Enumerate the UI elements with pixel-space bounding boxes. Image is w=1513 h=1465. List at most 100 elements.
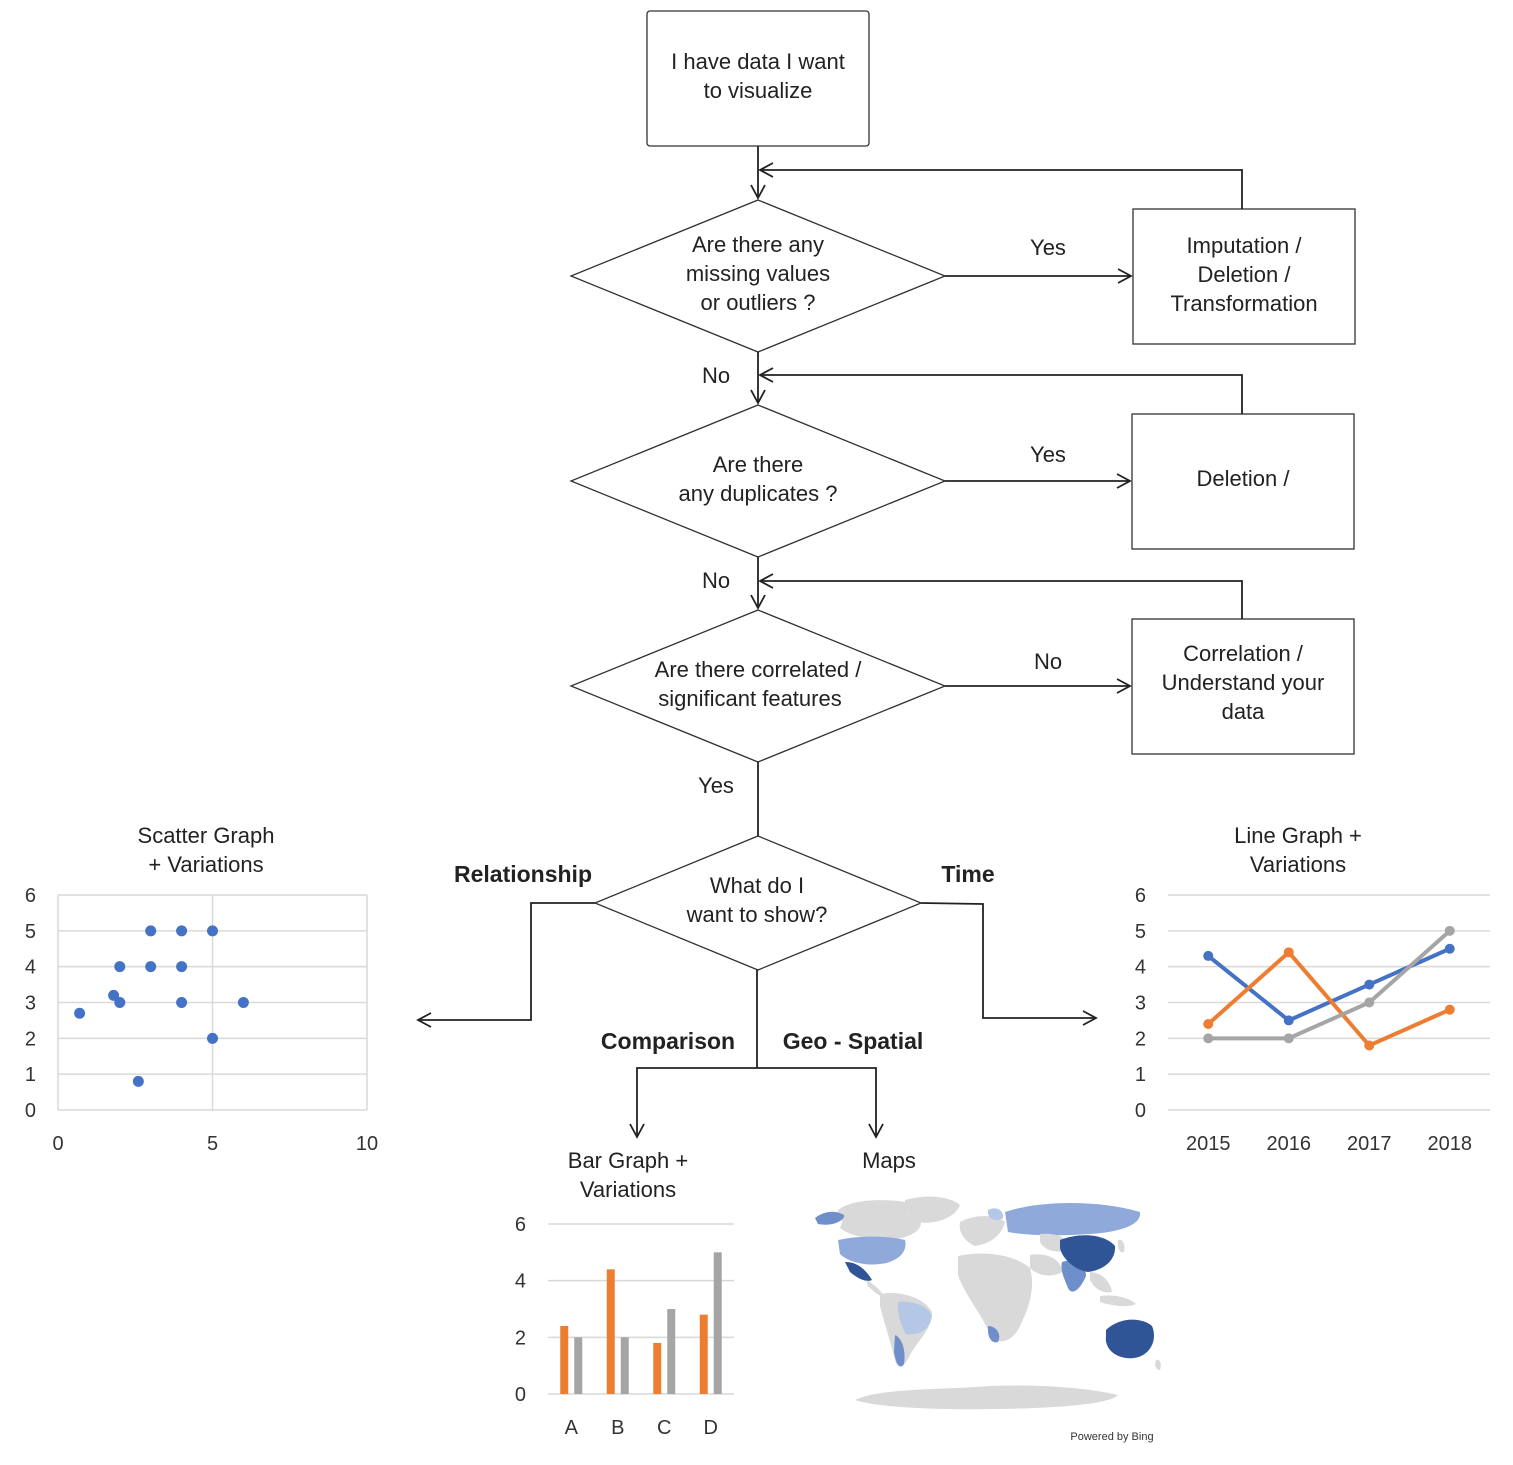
correlation-line1: Correlation / bbox=[1183, 641, 1304, 666]
line-xtick: 2018 bbox=[1428, 1133, 1473, 1155]
duplicates-decision: Are there any duplicates ? bbox=[569, 404, 947, 558]
bar bbox=[560, 1326, 569, 1394]
edge-geo bbox=[757, 1067, 884, 1139]
line-ytick: 2 bbox=[1135, 1028, 1146, 1050]
map-south-africa bbox=[988, 1326, 1000, 1343]
bar-title-line1: Bar Graph + bbox=[568, 1148, 688, 1173]
correlated-line1: Are there correlated / bbox=[655, 657, 863, 682]
map-central-america bbox=[866, 1280, 884, 1297]
duplicates-line1: Are there bbox=[713, 452, 804, 477]
deletion-box: Deletion / bbox=[1131, 413, 1355, 550]
bar-title-line2: Variations bbox=[580, 1177, 676, 1202]
bar bbox=[574, 1337, 583, 1394]
scatter-point bbox=[176, 961, 188, 973]
bar-ytick: 4 bbox=[515, 1271, 526, 1293]
scatter-point bbox=[114, 961, 126, 973]
line-series bbox=[1206, 928, 1452, 1041]
map-australia bbox=[1105, 1319, 1154, 1359]
line-ytick: 5 bbox=[1135, 921, 1146, 943]
duplicates-line2: any duplicates ? bbox=[679, 481, 838, 506]
scatter-ytick: 1 bbox=[25, 1064, 36, 1086]
line-series bbox=[1206, 946, 1452, 1023]
map-usa bbox=[838, 1236, 906, 1265]
start-node-line1: I have data I want bbox=[671, 49, 845, 74]
line-point bbox=[1283, 1015, 1294, 1026]
scatter-title-line1: Scatter Graph bbox=[138, 823, 275, 848]
map-credit: Powered by Bing bbox=[1070, 1431, 1153, 1443]
scatter-ytick: 3 bbox=[25, 993, 36, 1015]
missing-values-decision: Are there any missing values or outliers… bbox=[569, 199, 947, 353]
bar bbox=[667, 1309, 676, 1394]
scatter-point bbox=[176, 997, 188, 1008]
scatter-ytick: 2 bbox=[25, 1028, 36, 1050]
start-node: I have data I want to visualize bbox=[646, 10, 870, 147]
scatter-point bbox=[74, 1007, 86, 1019]
edge-correlation-loop bbox=[758, 573, 1243, 619]
bar-xtick: B bbox=[611, 1417, 624, 1439]
line-title-line2: Variations bbox=[1250, 852, 1346, 877]
bar-ytick: 6 bbox=[515, 1214, 526, 1236]
correlation-box: Correlation / Understand your data bbox=[1131, 618, 1355, 755]
correlation-line2: Understand your bbox=[1162, 670, 1325, 695]
bar-xtick: C bbox=[657, 1417, 671, 1439]
scatter-point bbox=[207, 1032, 218, 1044]
label-geo-spatial: Geo - Spatial bbox=[783, 1028, 924, 1054]
line-ytick: 4 bbox=[1135, 957, 1146, 979]
line-point bbox=[1283, 947, 1294, 958]
map-brazil bbox=[897, 1301, 932, 1335]
label-time: Time bbox=[941, 861, 994, 887]
show-line2: want to show? bbox=[686, 902, 828, 927]
correlated-line2: significant features bbox=[658, 686, 841, 711]
map-indonesia bbox=[1100, 1295, 1136, 1307]
line-xtick: 2015 bbox=[1186, 1133, 1231, 1155]
bar bbox=[606, 1269, 615, 1394]
bar-ytick: 2 bbox=[515, 1327, 526, 1349]
imputation-line2: Deletion / bbox=[1198, 262, 1292, 287]
bar bbox=[620, 1337, 629, 1394]
imputation-box: Imputation / Deletion / Transformation bbox=[1132, 208, 1356, 345]
scatter-point bbox=[132, 1075, 144, 1087]
map-africa bbox=[958, 1253, 1033, 1342]
scatter-point bbox=[114, 997, 126, 1008]
scatter-point bbox=[237, 997, 249, 1008]
line-point bbox=[1364, 997, 1375, 1008]
label-no-3: No bbox=[1034, 649, 1062, 674]
scatter-ytick: 6 bbox=[25, 885, 36, 907]
scatter-xtick: 10 bbox=[356, 1133, 378, 1155]
map-mexico bbox=[845, 1262, 872, 1281]
scatter-ytick: 0 bbox=[25, 1100, 36, 1122]
scatter-point bbox=[207, 925, 218, 937]
map-middle-east bbox=[1030, 1254, 1062, 1276]
line-ytick: 3 bbox=[1135, 993, 1146, 1015]
missing-line3: or outliers ? bbox=[701, 290, 816, 315]
scatter-point bbox=[145, 961, 157, 973]
map-new-zealand bbox=[1155, 1359, 1161, 1370]
line-xtick: 2017 bbox=[1347, 1133, 1392, 1155]
scatter-point bbox=[176, 925, 188, 937]
line-ytick: 0 bbox=[1135, 1100, 1146, 1122]
missing-line1: Are there any bbox=[692, 232, 824, 257]
bar-ytick: 0 bbox=[515, 1384, 526, 1406]
scatter-ytick: 4 bbox=[25, 957, 36, 979]
correlated-decision: Are there correlated / significant featu… bbox=[569, 609, 947, 763]
imputation-line3: Transformation bbox=[1170, 291, 1317, 316]
line-point bbox=[1203, 1019, 1214, 1029]
line-point bbox=[1203, 950, 1214, 961]
label-yes-1: Yes bbox=[1030, 235, 1066, 260]
line-ytick: 1 bbox=[1135, 1064, 1146, 1086]
world-map bbox=[815, 1196, 1161, 1410]
bar bbox=[713, 1252, 722, 1394]
scatter-chart: 0 1 2 3 4 5 6 0 5 10 bbox=[25, 885, 378, 1155]
scatter-xtick: 5 bbox=[207, 1133, 218, 1155]
line-point bbox=[1444, 943, 1455, 954]
line-point bbox=[1203, 1033, 1214, 1044]
line-chart: 0 1 2 3 4 5 6 2015 2016 2017 2018 bbox=[1135, 885, 1490, 1155]
correlation-line3: data bbox=[1222, 699, 1266, 724]
bar-chart: 0 2 4 6 A B C D bbox=[515, 1214, 734, 1439]
map-alaska bbox=[815, 1211, 845, 1225]
scatter-point bbox=[108, 989, 120, 1001]
map-china bbox=[1060, 1235, 1116, 1272]
label-yes-2: Yes bbox=[1030, 442, 1066, 467]
deletion-label: Deletion / bbox=[1197, 466, 1291, 491]
